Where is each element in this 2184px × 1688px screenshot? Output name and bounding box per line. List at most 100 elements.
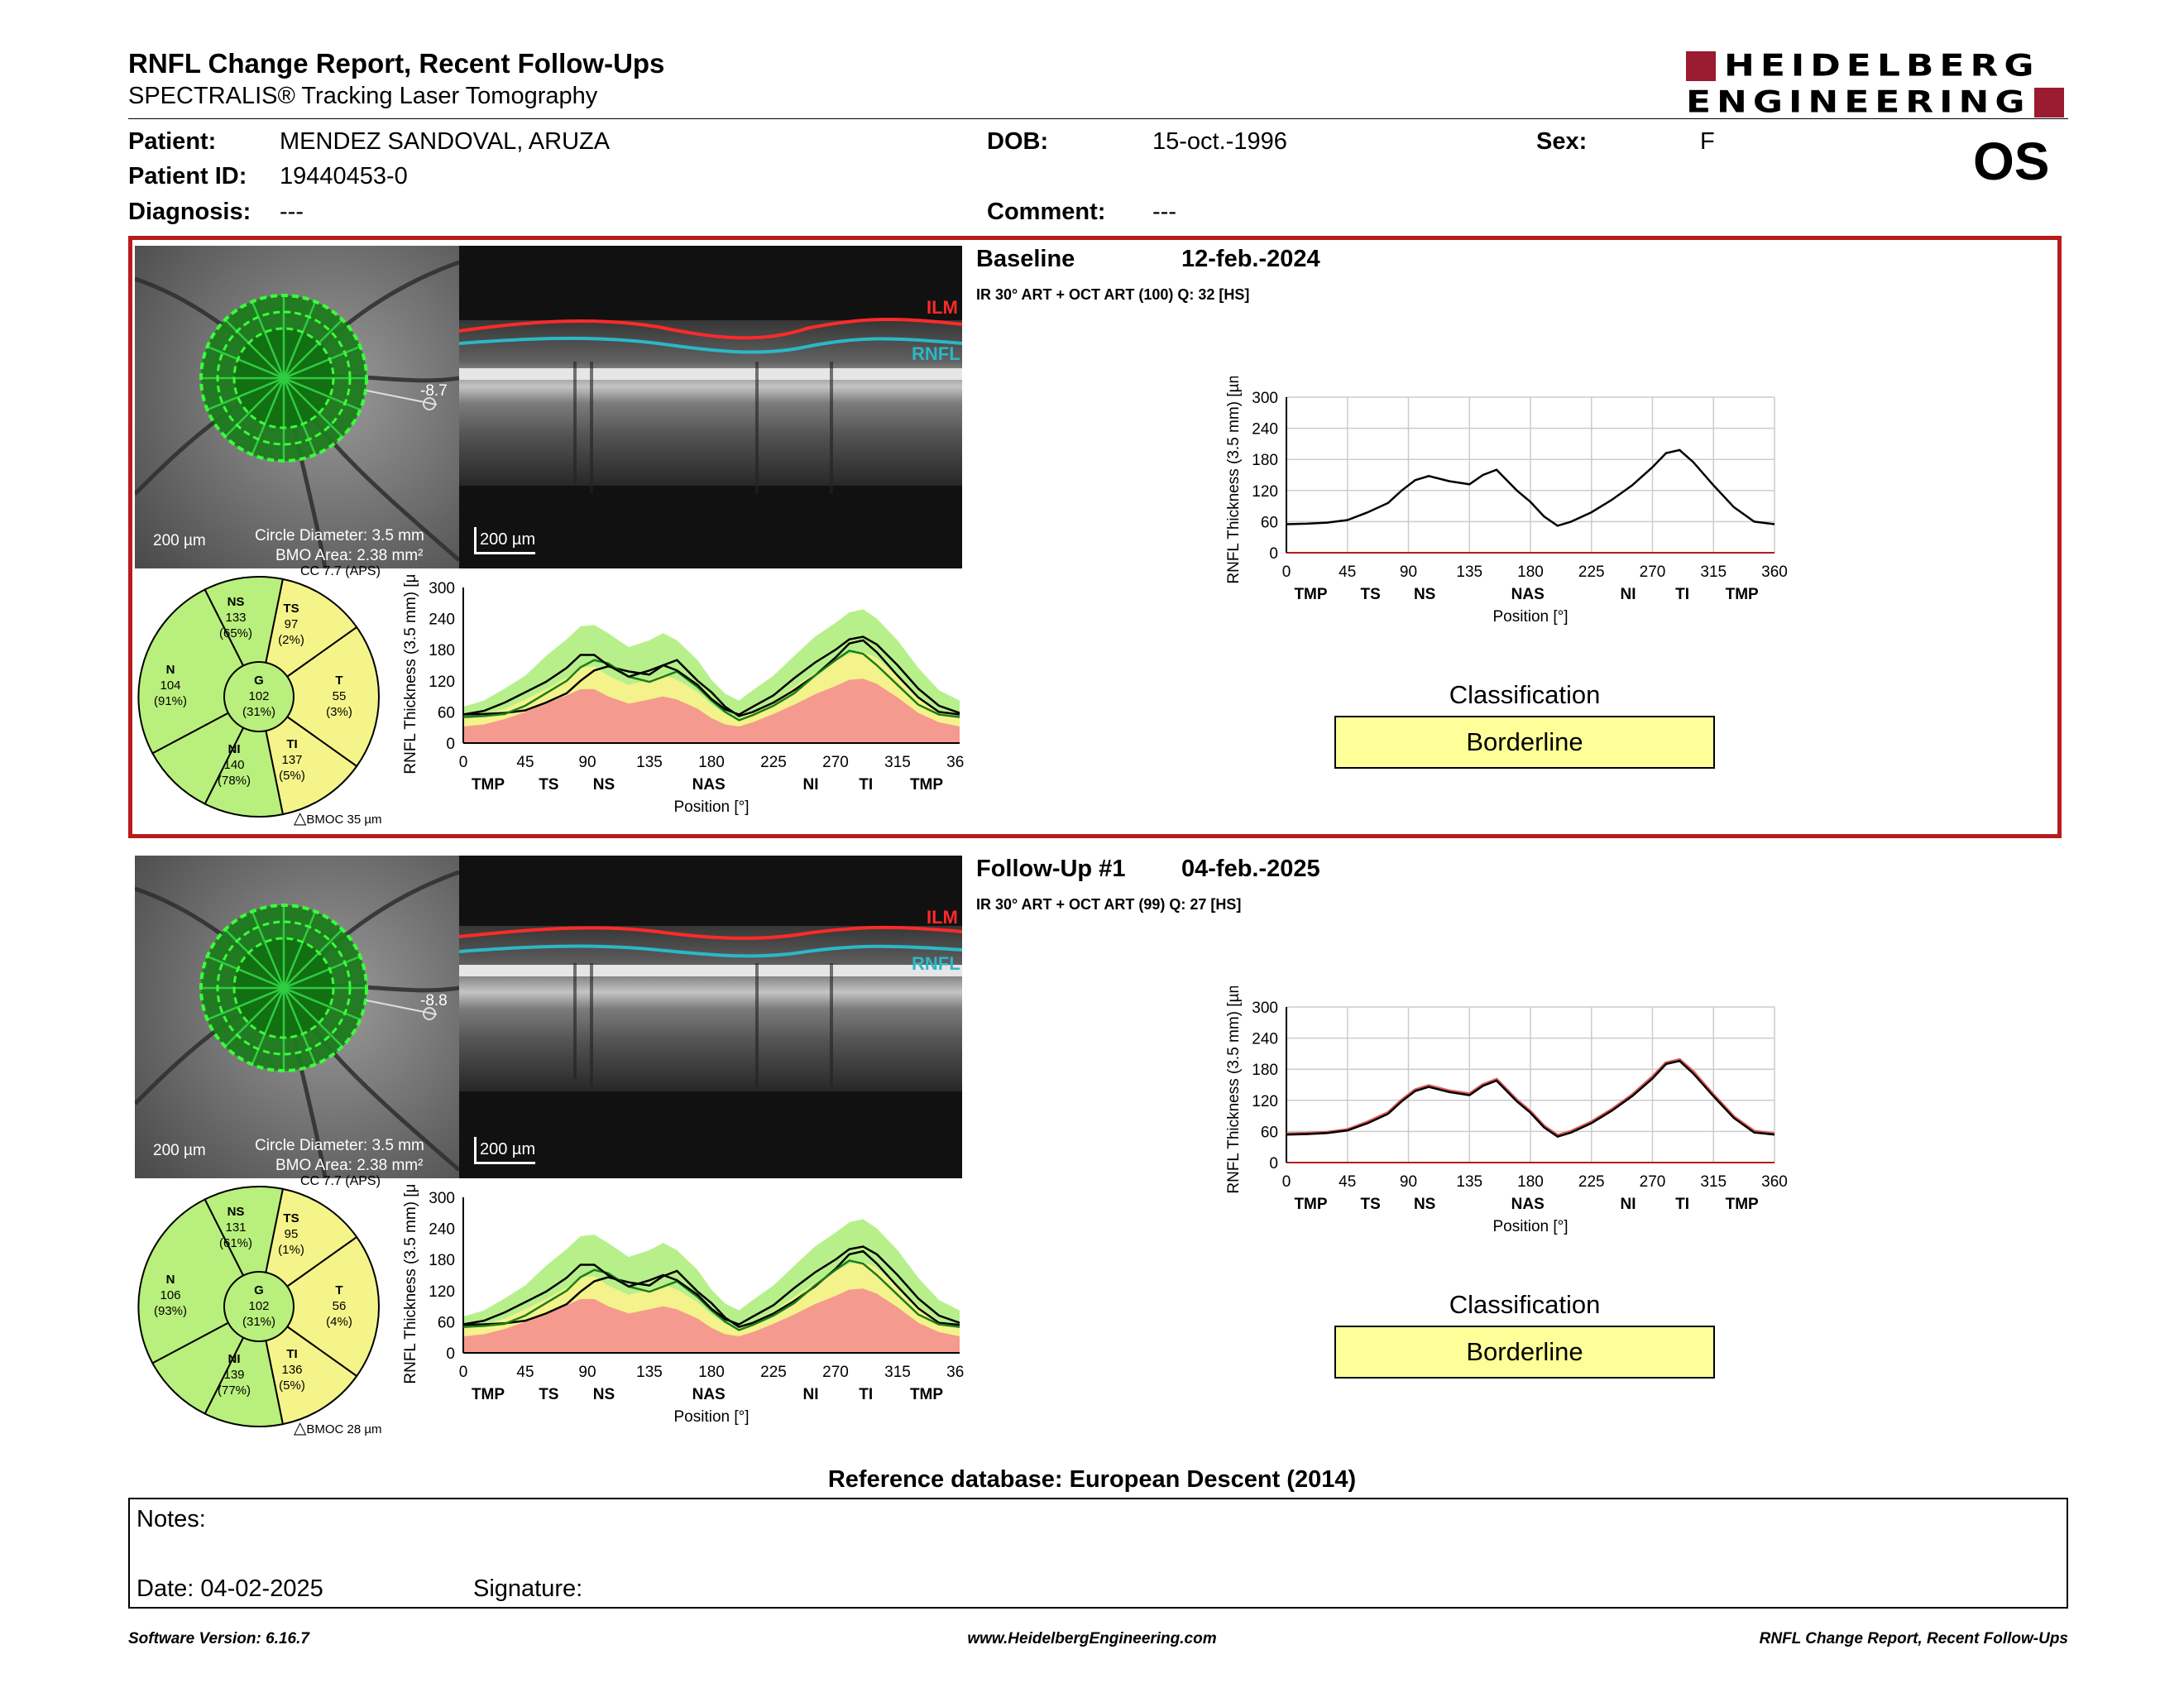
circle-diameter: Circle Diameter: 3.5 mm — [255, 1137, 424, 1154]
x-tick-label: 315 — [884, 1364, 911, 1381]
y-tick-label: 60 — [1261, 1124, 1278, 1141]
region-label: NI — [1621, 1196, 1636, 1213]
x-tick-label: 315 — [884, 754, 911, 771]
x-tick-label: 180 — [1517, 1173, 1544, 1191]
fundus-graphic — [135, 246, 459, 568]
reference-database: Reference database: European Descent (20… — [827, 1466, 1357, 1493]
oct-scale: 200 µm — [474, 527, 536, 554]
fundus-scale: 200 µm — [153, 532, 206, 549]
x-tick-label: 45 — [516, 1364, 534, 1381]
x-tick-label: 0 — [459, 754, 468, 771]
followup-label: Follow-Up #1 — [976, 856, 1126, 882]
classification-label: Classification — [1449, 1290, 1601, 1319]
x-tick-label: 270 — [822, 754, 849, 771]
y-tick-label: 240 — [1252, 1031, 1278, 1048]
bmo-area: BMO Area: 2.38 mm² — [275, 1157, 424, 1174]
y-axis-label: RNFL Thickness (3.5 mm) [µm] — [402, 575, 419, 774]
y-tick-label: 60 — [438, 1314, 455, 1331]
fundus-scale: 200 µm — [153, 1142, 206, 1159]
series-line — [462, 1245, 960, 1326]
sector-ni: NI 139 (77%) — [217, 1352, 251, 1398]
sector-ni: NI 140 (78%) — [217, 742, 251, 788]
x-axis-label: Position [°] — [673, 798, 749, 816]
region-label: NS — [593, 1386, 615, 1403]
region-label: TMP — [910, 776, 943, 794]
x-tick-label: 0 — [1282, 1173, 1291, 1191]
x-tick-label: 360 — [1761, 563, 1788, 581]
x-tick-label: 45 — [516, 754, 534, 771]
x-tick-label: 180 — [698, 1364, 725, 1381]
sex-label: Sex: — [1536, 128, 1588, 155]
oct-bscan-followup: ILM RNFL 200 µm — [459, 856, 962, 1178]
sector-ts: TS 95 (1%) — [278, 1211, 304, 1257]
y-tick-label: 0 — [1269, 1155, 1278, 1172]
y-tick-label: 300 — [429, 1190, 455, 1207]
sector-graphic — [137, 1185, 381, 1428]
oct-bscan-baseline: ILM RNFL 200 µm — [459, 246, 962, 568]
patient-name: MENDEZ SANDOVAL, ARUZA — [280, 128, 611, 155]
series-line — [462, 639, 960, 717]
bmo-area: BMO Area: 2.38 mm² — [275, 547, 424, 564]
x-tick-label: 225 — [1578, 563, 1605, 581]
x-tick-label: 135 — [636, 754, 663, 771]
bmoc-value: △BMOC 35 µm — [294, 809, 382, 827]
diagnosis-value: --- — [280, 199, 304, 225]
y-tick-label: 60 — [438, 704, 455, 722]
classification-badge: Borderline — [1334, 716, 1715, 769]
x-axis-label: Position [°] — [1492, 608, 1568, 626]
x-tick-label: 0 — [459, 1364, 468, 1381]
region-label: TS — [539, 1386, 558, 1403]
region-label: NAS — [692, 776, 726, 794]
bmoc-value: △BMOC 28 µm — [294, 1419, 382, 1437]
cc-value: CC 7.7 (APS) — [300, 564, 381, 578]
oct-graphic — [459, 925, 962, 1091]
x-axis-label: Position [°] — [1492, 1218, 1568, 1235]
delta-icon: △ — [294, 809, 307, 827]
y-axis-label: RNFL Thickness (3.5 mm) [µm] — [402, 1185, 419, 1384]
x-tick-label: 270 — [1640, 1173, 1666, 1191]
x-tick-label: 180 — [1517, 563, 1544, 581]
dob-value: 15-oct.-1996 — [1152, 128, 1287, 155]
y-tick-label: 0 — [1269, 545, 1278, 563]
region-label: NAS — [1511, 586, 1545, 603]
thickness-profile-chart-baseline: 06012018024030004590135180225270315360TM… — [402, 575, 964, 816]
x-tick-label: 45 — [1339, 1173, 1356, 1191]
region-label: TI — [859, 776, 873, 794]
y-tick-label: 240 — [429, 611, 455, 629]
signature-field: Signature: — [473, 1575, 583, 1602]
sector-g: G 102 (31%) — [242, 674, 275, 719]
region-label: TMP — [1726, 1196, 1759, 1213]
region-label: TS — [539, 776, 558, 794]
baseline-scan-info: IR 30° ART + OCT ART (100) Q: 32 [HS] — [976, 286, 1250, 303]
series-line — [462, 1249, 960, 1329]
sector-n: N 106 (93%) — [153, 1273, 187, 1318]
x-tick-label: 90 — [1400, 1173, 1417, 1191]
series-line — [1286, 448, 1775, 527]
y-axis-label: RNFL Thickness (3.5 mm) [µm] — [1225, 986, 1243, 1194]
x-tick-label: 45 — [1339, 563, 1356, 581]
sector-n: N 104 (91%) — [153, 663, 187, 708]
x-tick-label: 360 — [946, 754, 964, 771]
region-label: TMP — [472, 1386, 505, 1403]
x-tick-label: 135 — [1456, 563, 1482, 581]
sector-g: G 102 (31%) — [242, 1283, 275, 1329]
followup-date: 04-feb.-2025 — [1181, 856, 1320, 882]
rnfl-label: RNFL — [912, 953, 960, 974]
region-label: TI — [1675, 586, 1689, 603]
region-label: NI — [803, 1386, 819, 1403]
region-label: TMP — [910, 1386, 943, 1403]
x-tick-label: 270 — [1640, 563, 1666, 581]
outside-normal-band — [463, 679, 960, 743]
region-label: NS — [1414, 586, 1435, 603]
oct-scale: 200 µm — [474, 1137, 536, 1164]
ilm-label: ILM — [927, 297, 958, 318]
sector-graphic — [137, 575, 381, 818]
thickness-profile-chart-followup: 06012018024030004590135180225270315360TM… — [402, 1185, 964, 1426]
region-label: NI — [803, 776, 819, 794]
sector-t: T 56 (4%) — [326, 1283, 352, 1329]
region-label: TMP — [1294, 586, 1327, 603]
sector-diagram-baseline: CC 7.7 (APS) NS 133 (65%) TS 97 (2%) N 104 (91… — [135, 564, 391, 829]
y-axis-label: RNFL Thickness (3.5 mm) [µm] — [1225, 376, 1243, 584]
fundus-angle: -8.7 — [420, 382, 448, 400]
